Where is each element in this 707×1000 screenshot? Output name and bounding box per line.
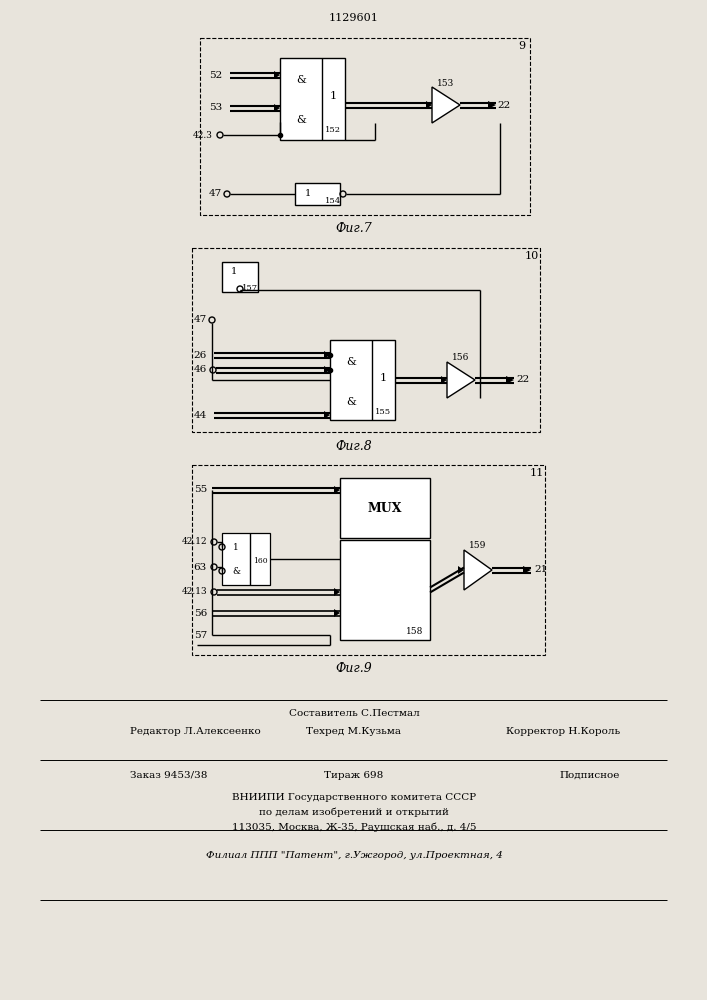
Text: 158: 158 xyxy=(407,628,423,637)
Bar xyxy=(222,262,258,292)
Polygon shape xyxy=(334,588,340,596)
Text: 154: 154 xyxy=(325,197,341,205)
Bar xyxy=(200,38,530,215)
Polygon shape xyxy=(274,104,280,112)
Text: 1129601: 1129601 xyxy=(329,13,379,23)
Bar xyxy=(280,58,345,140)
Text: МUX: МUX xyxy=(368,502,402,514)
Text: 10: 10 xyxy=(525,251,539,261)
Bar xyxy=(340,478,430,538)
Text: 42.3: 42.3 xyxy=(193,130,213,139)
Text: 47: 47 xyxy=(194,316,207,324)
Text: Подписное: Подписное xyxy=(560,770,620,780)
Text: 153: 153 xyxy=(438,79,455,88)
Text: 21: 21 xyxy=(534,566,547,574)
Polygon shape xyxy=(324,366,330,374)
Text: 57: 57 xyxy=(194,631,207,640)
Text: 11: 11 xyxy=(530,468,544,478)
Text: 22: 22 xyxy=(516,375,530,384)
Polygon shape xyxy=(523,566,531,574)
Text: 156: 156 xyxy=(452,354,469,362)
Text: Заказ 9453/38: Заказ 9453/38 xyxy=(130,770,207,780)
Polygon shape xyxy=(488,101,496,109)
Text: 26: 26 xyxy=(194,351,207,360)
Polygon shape xyxy=(464,550,492,590)
Text: 160: 160 xyxy=(252,557,267,565)
Text: &: & xyxy=(346,357,356,367)
Polygon shape xyxy=(274,71,280,79)
Text: 44: 44 xyxy=(194,410,207,420)
Bar xyxy=(192,465,545,655)
Polygon shape xyxy=(441,376,447,384)
Text: 152: 152 xyxy=(325,126,341,134)
Text: ВНИИПИ Государственного комитета СССР: ВНИИПИ Государственного комитета СССР xyxy=(232,792,476,802)
Text: 63: 63 xyxy=(194,562,207,572)
Text: Филиал ППП "Патент", г.Ужгород, ул.Проектная, 4: Филиал ППП "Патент", г.Ужгород, ул.Проек… xyxy=(206,850,503,859)
Bar xyxy=(192,248,540,432)
Text: 42.13: 42.13 xyxy=(182,587,207,596)
Text: по делам изобретений и открытий: по делам изобретений и открытий xyxy=(259,807,449,817)
Text: Фиг.8: Фиг.8 xyxy=(336,440,373,454)
Text: &: & xyxy=(346,397,356,407)
Polygon shape xyxy=(324,351,330,359)
Text: 1: 1 xyxy=(231,267,237,276)
Text: 53: 53 xyxy=(209,104,222,112)
Text: Фиг.7: Фиг.7 xyxy=(336,222,373,234)
Text: Составитель С.Пестмал: Составитель С.Пестмал xyxy=(288,708,419,718)
Text: Корректор Н.Король: Корректор Н.Король xyxy=(506,728,620,736)
Text: 46: 46 xyxy=(194,365,207,374)
Text: 1: 1 xyxy=(380,373,387,383)
Polygon shape xyxy=(426,101,432,109)
Bar xyxy=(222,533,270,585)
Bar xyxy=(330,340,395,420)
Text: &: & xyxy=(296,115,306,125)
Text: &: & xyxy=(296,75,306,85)
Polygon shape xyxy=(506,376,514,384)
Bar xyxy=(340,540,430,640)
Polygon shape xyxy=(458,566,464,574)
Text: 159: 159 xyxy=(469,540,486,550)
Text: 55: 55 xyxy=(194,486,207,494)
Text: 155: 155 xyxy=(375,408,391,416)
Text: 42.12: 42.12 xyxy=(182,538,207,546)
Polygon shape xyxy=(334,609,340,617)
Text: 1: 1 xyxy=(233,542,239,552)
Text: 1: 1 xyxy=(305,188,311,198)
Text: Техред М.Кузьма: Техред М.Кузьма xyxy=(307,728,402,736)
Polygon shape xyxy=(334,486,340,494)
Bar xyxy=(295,183,340,205)
Text: &: & xyxy=(232,566,240,576)
Text: 157: 157 xyxy=(242,284,258,292)
Text: 56: 56 xyxy=(194,608,207,617)
Text: 113035, Москва, Ж-35, Раушская наб., д. 4/5: 113035, Москва, Ж-35, Раушская наб., д. … xyxy=(232,822,477,832)
Text: Фиг.9: Фиг.9 xyxy=(336,662,373,674)
Polygon shape xyxy=(432,87,460,123)
Text: 52: 52 xyxy=(209,70,222,80)
Polygon shape xyxy=(447,362,475,398)
Text: 9: 9 xyxy=(518,41,525,51)
Text: 1: 1 xyxy=(329,91,337,101)
Text: 47: 47 xyxy=(209,190,222,198)
Text: 22: 22 xyxy=(497,101,510,109)
Text: Редактор Л.Алексеенко: Редактор Л.Алексеенко xyxy=(130,728,261,736)
Text: Тираж 698: Тираж 698 xyxy=(325,770,384,780)
Polygon shape xyxy=(324,411,330,419)
